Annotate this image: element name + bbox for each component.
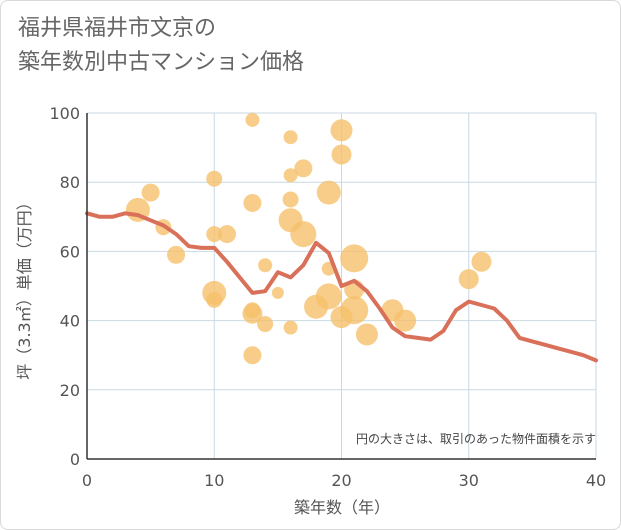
- bubble-point: [330, 119, 353, 142]
- bubble-point: [242, 303, 263, 324]
- bubble-point: [283, 168, 298, 183]
- y-tick-label: 20: [60, 381, 80, 400]
- bubble-point: [315, 283, 342, 310]
- x-tick-label: 10: [204, 471, 224, 490]
- x-tick-label: 40: [586, 471, 606, 490]
- bubble-point: [141, 183, 160, 202]
- bubble-point: [340, 244, 369, 273]
- bubble-point: [245, 112, 260, 127]
- axes: [86, 113, 596, 460]
- chart-title: 福井県福井市文京の 築年数別中古マンション価格: [18, 16, 305, 75]
- trend-line-series: [85, 211, 598, 363]
- bubble-point: [355, 323, 378, 346]
- bubble-point: [294, 159, 313, 178]
- bubble-point: [206, 226, 223, 243]
- bubble-point: [394, 309, 417, 332]
- x-tick-label: 0: [82, 471, 92, 490]
- y-tick-label: 100: [49, 104, 80, 123]
- bubble-point: [257, 316, 274, 333]
- x-tick-labels: 0 10 20 30 40: [82, 471, 606, 490]
- bubble-point: [206, 170, 223, 187]
- y-tick-label: 80: [60, 173, 80, 192]
- y-tick-labels: 0 20 40 60 80 100: [49, 104, 80, 469]
- bubble-point: [316, 180, 341, 205]
- bubble-point: [206, 291, 223, 308]
- bubble-point: [331, 144, 352, 165]
- y-tick-label: 0: [70, 450, 80, 469]
- trend-line: [85, 211, 598, 363]
- x-tick-label: 20: [331, 471, 351, 490]
- bubble-point: [243, 346, 262, 365]
- bubble-point: [290, 221, 317, 248]
- bubble-point: [167, 245, 186, 264]
- y-tick-label: 60: [60, 242, 80, 261]
- bubble-point: [283, 320, 298, 335]
- y-tick-label: 40: [60, 312, 80, 331]
- bubble-point: [217, 225, 236, 244]
- x-tick-label: 30: [459, 471, 479, 490]
- bubble-point: [271, 286, 284, 299]
- size-legend-note: 円の大きさは、取引のあった物件面積を示す: [356, 431, 596, 446]
- bubble-point: [282, 191, 299, 208]
- bubble-point: [283, 130, 298, 145]
- bubble-point: [340, 296, 369, 325]
- bubble-point: [471, 251, 492, 272]
- bubble-point: [258, 258, 273, 273]
- bubble-point: [458, 269, 479, 290]
- y-axis-label: 坪（3.3㎡）単価（万円）: [15, 194, 34, 379]
- bubble-point: [243, 193, 262, 212]
- x-axis-label: 築年数（年）: [294, 498, 390, 517]
